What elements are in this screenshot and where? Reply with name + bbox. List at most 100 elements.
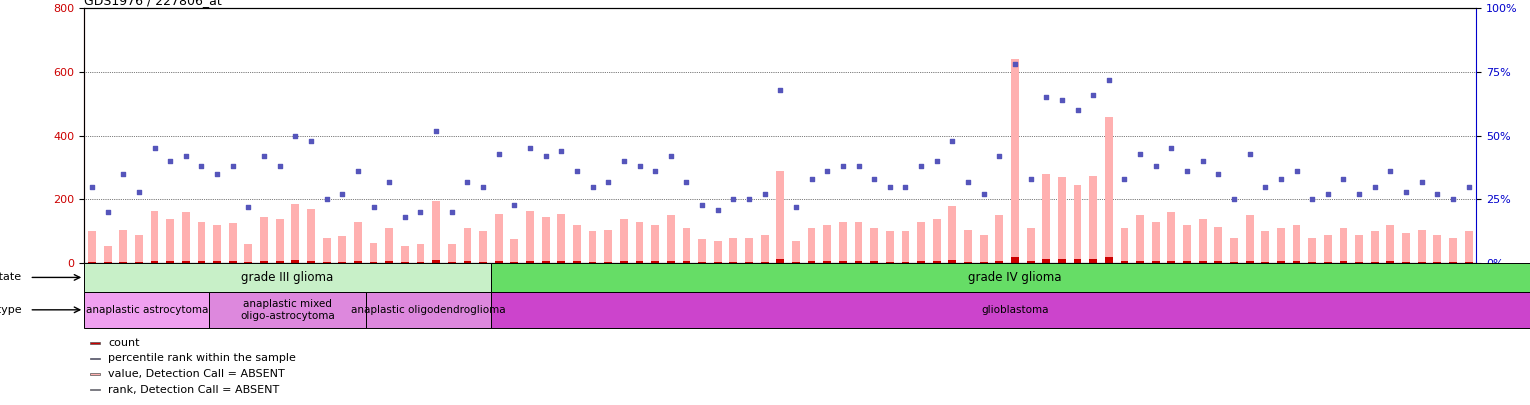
Point [1331, 176, 1356, 182]
Bar [776, 171, 785, 263]
Text: count: count [109, 338, 139, 348]
Bar [89, 342, 101, 344]
Bar [1293, 225, 1300, 263]
Bar [84, 263, 491, 292]
Point [580, 183, 604, 190]
Point [1238, 150, 1262, 157]
Bar [431, 201, 441, 263]
Bar [1042, 259, 1050, 263]
Point [409, 209, 433, 215]
Bar [901, 231, 909, 263]
Bar [760, 234, 768, 263]
Point [1160, 145, 1184, 152]
Bar [1401, 233, 1411, 263]
Bar [1042, 174, 1050, 263]
Bar [1120, 262, 1128, 263]
Bar [464, 228, 471, 263]
Point [298, 138, 323, 144]
Bar [1074, 185, 1082, 263]
Bar [933, 261, 941, 263]
Point [1379, 168, 1403, 175]
Bar [996, 215, 1004, 263]
Bar [1245, 261, 1253, 263]
Bar [1167, 212, 1175, 263]
Bar [838, 261, 846, 263]
Point [1175, 168, 1200, 175]
Bar [838, 222, 846, 263]
Point [1363, 183, 1388, 190]
Bar [1449, 262, 1457, 263]
Bar [167, 261, 174, 263]
Bar [1464, 262, 1472, 263]
Bar [916, 222, 926, 263]
Point [909, 163, 933, 170]
Bar [210, 292, 366, 328]
Point [612, 158, 636, 164]
Bar [1371, 231, 1379, 263]
Bar [823, 225, 831, 263]
Bar [1356, 234, 1363, 263]
Bar [652, 261, 659, 263]
Point [487, 150, 511, 157]
Bar [730, 262, 737, 263]
Bar [901, 262, 909, 263]
Point [799, 176, 823, 182]
Bar [1074, 259, 1082, 263]
Bar [370, 243, 378, 263]
Bar [1011, 59, 1019, 263]
Point [939, 138, 964, 144]
Bar [479, 262, 487, 263]
Text: GDS1976 / 227806_at: GDS1976 / 227806_at [84, 0, 222, 7]
Bar [1167, 261, 1175, 263]
Text: anaplastic astrocytoma: anaplastic astrocytoma [86, 305, 208, 315]
Bar [667, 215, 675, 263]
Bar [730, 238, 737, 263]
Point [1346, 191, 1371, 198]
Point [815, 168, 840, 175]
Bar [260, 261, 268, 263]
Bar [1464, 231, 1472, 263]
Point [924, 158, 949, 164]
Point [627, 163, 652, 170]
Bar [542, 261, 549, 263]
Bar [511, 262, 519, 263]
Point [597, 178, 621, 185]
Point [1457, 183, 1481, 190]
Bar [84, 292, 210, 328]
Bar [197, 222, 205, 263]
Bar [635, 222, 644, 263]
Bar [542, 217, 549, 263]
Point [1065, 107, 1089, 113]
Text: grade III glioma: grade III glioma [242, 271, 334, 284]
Bar [620, 261, 627, 263]
Bar [698, 262, 705, 263]
Bar [1308, 238, 1316, 263]
Point [705, 207, 730, 213]
Bar [245, 244, 252, 263]
Bar [949, 206, 956, 263]
Bar [291, 204, 300, 263]
Bar [760, 262, 768, 263]
Bar [589, 262, 597, 263]
Bar [574, 225, 581, 263]
Bar [416, 244, 424, 263]
Bar [401, 246, 409, 263]
Text: percentile rank within the sample: percentile rank within the sample [109, 354, 297, 363]
Bar [491, 292, 1530, 328]
Bar [1215, 226, 1222, 263]
Point [987, 153, 1011, 159]
Bar [1308, 262, 1316, 263]
Bar [808, 228, 815, 263]
Bar [89, 373, 101, 375]
Bar [150, 211, 159, 263]
Point [534, 153, 558, 159]
Bar [557, 214, 565, 263]
Point [393, 214, 418, 221]
Bar [715, 262, 722, 263]
Bar [150, 261, 159, 263]
Bar [745, 238, 753, 263]
Point [721, 196, 745, 203]
Bar [1230, 262, 1238, 263]
Point [1268, 176, 1293, 182]
Bar [574, 261, 581, 263]
